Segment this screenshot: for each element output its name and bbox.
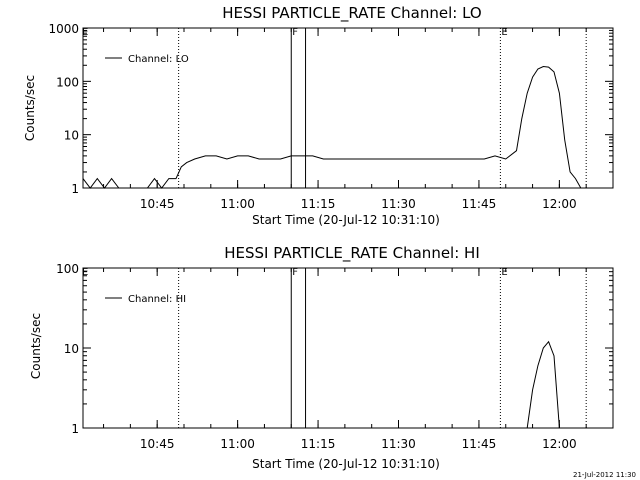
footer-timestamp: 21-Jul-2012 11:30 — [573, 471, 636, 479]
lo-y-axis-label: Counts/sec — [23, 75, 37, 141]
hi-x-tick-label: 12:00 — [542, 437, 577, 451]
hi-x-tick-label: 11:00 — [220, 437, 255, 451]
lo-series-line — [82, 65, 587, 189]
lo-x-tick-label: 11:30 — [381, 197, 416, 211]
lo-corner-label: E — [82, 27, 88, 38]
lo-x-tick-label: 12:00 — [542, 197, 577, 211]
hi-y-tick-label: 100 — [56, 262, 79, 276]
lo-y-tick-label: 10 — [64, 129, 79, 143]
hi-chart-title: HESSI PARTICLE_RATE Channel: HI — [224, 244, 480, 263]
hi-y-tick-label: 1 — [71, 422, 79, 436]
hi-marker-label: F — [292, 267, 298, 278]
lo-y-tick-label: 1 — [71, 182, 79, 196]
lo-y-tick-label: 100 — [56, 75, 79, 89]
hi-x-tick-label: 11:45 — [462, 437, 497, 451]
lo-x-tick-label: 10:45 — [140, 197, 175, 211]
hi-marker-label: E — [501, 267, 507, 278]
lo-marker-label: E — [501, 27, 507, 38]
lo-marker-label: F — [292, 27, 298, 38]
hi-x-tick-label: 11:30 — [381, 437, 416, 451]
lo-x-tick-label: 11:00 — [220, 197, 255, 211]
hi-x-tick-label: 10:45 — [140, 437, 175, 451]
hi-x-axis-label: Start Time (20-Jul-12 10:31:10) — [252, 457, 440, 471]
hi-plot-frame — [82, 267, 614, 429]
lo-legend-label: Channel: LO — [128, 54, 189, 65]
lo-x-axis-label: Start Time (20-Jul-12 10:31:10) — [252, 213, 440, 227]
hi-channel-panel: HESSI PARTICLE_RATE Channel: HI Counts/s… — [29, 244, 614, 471]
hi-legend-label: Channel: HI — [128, 294, 186, 305]
lo-y-tick-label: 1000 — [48, 22, 79, 36]
hi-x-tick-label: 11:15 — [301, 437, 336, 451]
lo-x-tick-label: 11:45 — [462, 197, 497, 211]
hi-y-tick-label: 10 — [64, 342, 79, 356]
lo-plot-frame — [82, 27, 614, 189]
lo-x-tick-label: 11:15 — [301, 197, 336, 211]
hi-corner-label: E — [82, 267, 88, 278]
hi-y-axis-label: Counts/sec — [29, 313, 43, 379]
hi-series-line — [526, 340, 560, 429]
lo-channel-panel: HESSI PARTICLE_RATE Channel: LO Counts/s… — [23, 4, 614, 227]
lo-chart-title: HESSI PARTICLE_RATE Channel: LO — [222, 4, 481, 23]
